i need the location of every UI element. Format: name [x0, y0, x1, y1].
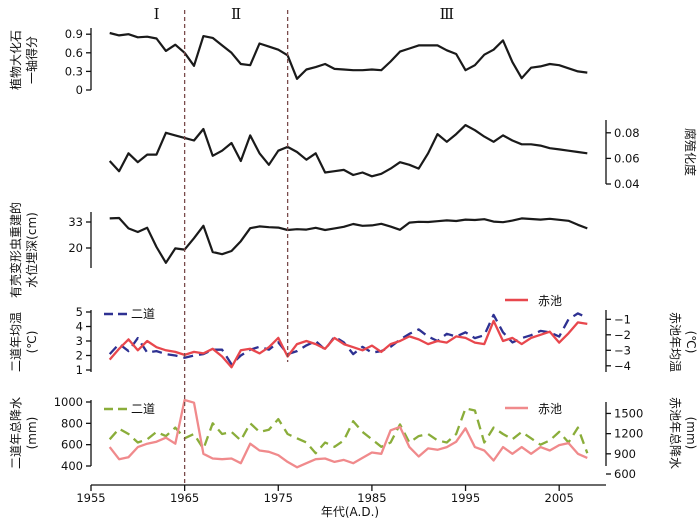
panel3-y-tick-label: 33 — [68, 215, 83, 229]
panel1-y-tick-label: 0.3 — [65, 64, 83, 78]
panel4-left-label-line1: 二道年均温 — [9, 312, 23, 372]
x-tick-label: 1955 — [76, 491, 105, 505]
panel5-right-label-line1: 赤池年总降水 — [668, 397, 682, 469]
panel4-series-erdao — [108, 312, 588, 366]
panel1-ylabel-line1: 植物大化石 — [8, 30, 23, 90]
panel2-y-tick-label: 0.08 — [614, 126, 640, 140]
x-tick-label: 1995 — [451, 491, 480, 505]
x-tick-label: 1965 — [170, 491, 199, 505]
panel5-series-erdao — [108, 407, 589, 455]
zone-label-2: Ⅱ — [231, 5, 241, 23]
panel2-series-line — [108, 124, 588, 178]
panel4-left-tick-label: 5 — [76, 305, 83, 319]
panel5-right-tick-label: 900 — [614, 447, 636, 461]
panel5-left-tick-label: 1000 — [54, 395, 83, 409]
panel2-ylabel: 腐殖化度 — [683, 128, 698, 176]
panel1-series-line — [109, 31, 588, 80]
panel5-series-chichi — [108, 398, 588, 469]
zone-label-1: Ⅰ — [154, 5, 160, 23]
zone-label-3: Ⅲ — [440, 5, 454, 23]
panel5-left-tick-label: 600 — [61, 438, 83, 452]
panel1-y-tick-label: 0.9 — [65, 27, 83, 41]
panel-humification: 0.04 0.06 0.08 腐殖化度 — [108, 120, 698, 191]
panel4-left-tick-label: 1 — [76, 363, 83, 377]
panel4-left-tick-label: 4 — [76, 320, 83, 334]
panel4-left-tick-label: 3 — [76, 334, 83, 348]
legend-erdao-precip-label: 二道 — [131, 402, 155, 416]
panel4-series-chichi — [108, 319, 588, 369]
panel4-right-tick-label: −3 — [614, 343, 631, 357]
panel5-y-ticks: 400 600 800 1000 600 900 1200 1500 — [54, 395, 644, 481]
legend-erdao-temp-label: 二道 — [131, 307, 155, 321]
panel4-left-tick-label: 2 — [76, 349, 83, 363]
panel4-right-label-line1: 赤池年均温 — [668, 312, 682, 372]
x-axis-label: 年代(A.D.) — [321, 505, 379, 519]
panel2-y-ticks: 0.04 0.06 0.08 — [606, 126, 640, 191]
panel-macrofossil: 0 0.3 0.6 0.9 植物大化石 一轴得分 — [8, 27, 588, 97]
panel3-series-line — [109, 216, 588, 264]
x-tick-label: 2005 — [545, 491, 574, 505]
x-tick-label: 1975 — [264, 491, 293, 505]
panel5-right-tick-label: 1200 — [614, 427, 643, 441]
x-axis: 1955 1965 1975 1985 1995 2005 年代(A.D.) — [76, 484, 606, 519]
panel-precipitation: 400 600 800 1000 600 900 1200 1500 二道 赤池 二道年总降水… — [9, 395, 698, 481]
x-axis-ticks: 1955 1965 1975 1985 1995 2005 — [76, 485, 574, 505]
legend-chichi-precip-label: 赤池 — [538, 402, 562, 416]
panel4-right-label-line2: (℃) — [684, 331, 698, 354]
panel1-y-ticks: 0 0.3 0.6 0.9 — [65, 27, 91, 97]
panel5-right-label-line2: (mm) — [684, 417, 698, 450]
panel1-ylabel-line2: 一轴得分 — [24, 36, 39, 84]
panel5-right-tick-label: 1500 — [614, 406, 643, 420]
panel3-ylabel-line2: 水位埋深(cm) — [24, 212, 39, 288]
panel4-right-tick-label: −4 — [614, 359, 631, 373]
panel3-ylabel-line1: 有壳变形虫重建的 — [8, 202, 23, 298]
panel1-y-tick-label: 0.6 — [65, 46, 83, 60]
panel5-left-tick-label: 800 — [61, 416, 83, 430]
panel2-y-tick-label: 0.06 — [614, 151, 640, 165]
panel2-y-tick-label: 0.04 — [614, 177, 640, 191]
panel5-left-label-line1: 二道年总降水 — [9, 397, 23, 469]
panel4-left-label-line2: (℃) — [25, 331, 39, 354]
panel5-left-tick-label: 400 — [61, 459, 83, 473]
panel5-right-tick-label: 600 — [614, 467, 636, 481]
panel3-y-tick-label: 20 — [68, 241, 83, 255]
legend-chichi-temp-label: 赤池 — [538, 294, 562, 308]
panel1-y-tick-label: 0 — [76, 83, 83, 97]
panel4-right-tick-label: −2 — [614, 328, 631, 342]
panel4-right-tick-label: −1 — [614, 312, 631, 326]
x-tick-label: 1985 — [357, 491, 386, 505]
panel5-left-label-line2: (mm) — [25, 417, 39, 450]
